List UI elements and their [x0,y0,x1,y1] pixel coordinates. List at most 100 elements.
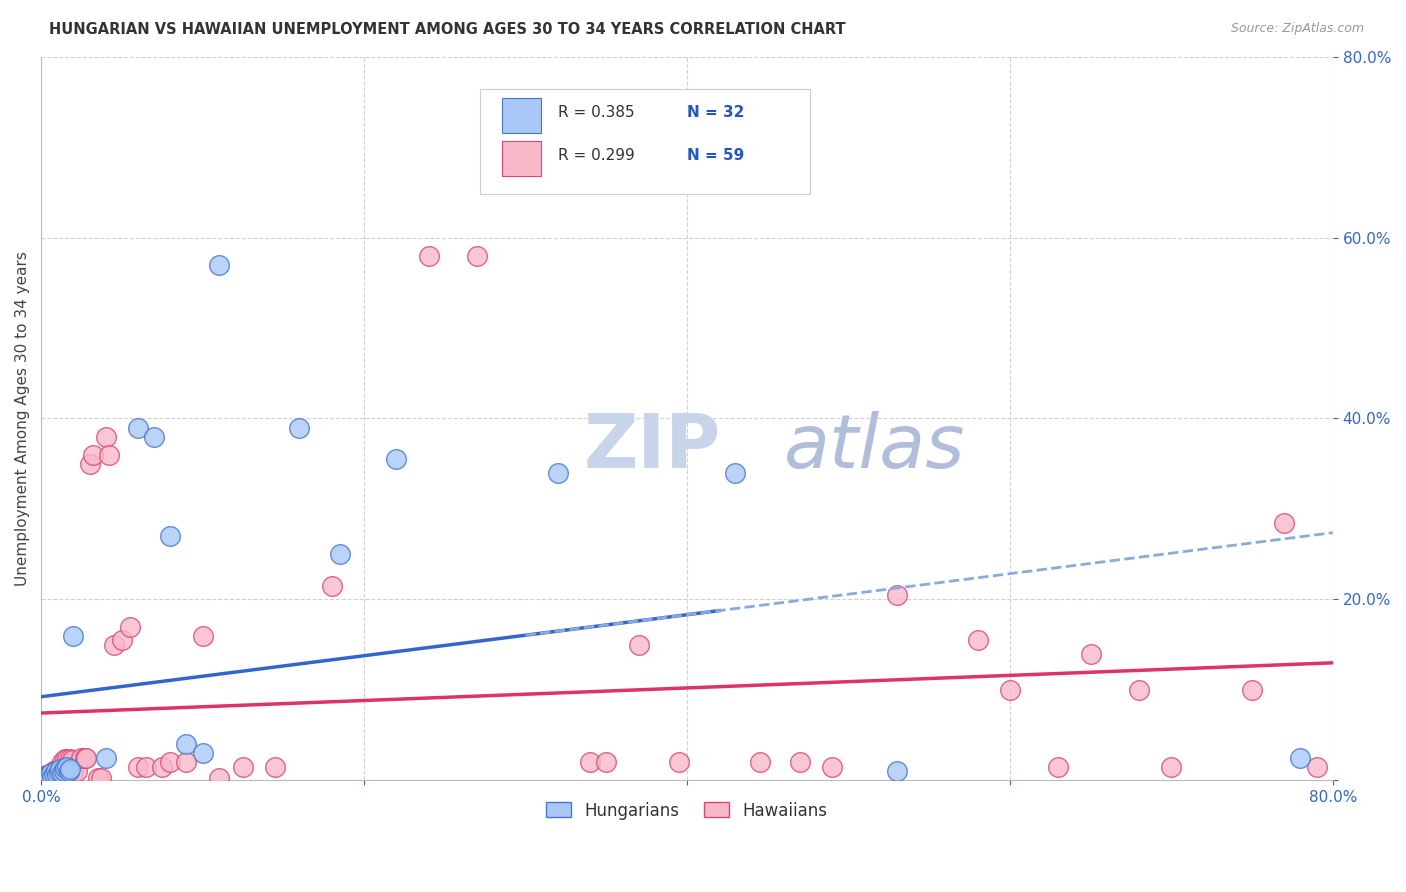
Point [103,638,125,652]
Point [56,751,79,765]
Point [52,760,75,774]
Point [45,764,67,779]
Point [579,755,602,769]
Point [58,764,80,779]
Point [1241,682,1264,697]
Point [48,770,70,784]
Point [288,420,311,434]
Point [627,638,650,652]
Point [51,755,73,769]
Point [385,452,408,467]
Point [53,752,76,766]
Y-axis label: Unemployment Among Ages 30 to 34 years: Unemployment Among Ages 30 to 34 years [15,251,30,586]
Point [1128,682,1150,697]
Point [46,768,69,782]
Point [97,448,120,462]
Point [176,755,198,769]
Point [886,588,908,602]
Point [94,750,117,764]
Point [66,764,89,779]
Point [127,420,149,434]
Point [127,760,149,774]
Point [1289,750,1312,764]
Point [118,619,141,633]
Point [41,770,63,784]
Point [49,765,72,780]
Point [176,737,198,751]
Point [1047,760,1070,774]
Point [52,764,75,779]
Text: R = 0.299: R = 0.299 [558,148,634,163]
Point [321,579,343,593]
Point [1160,760,1182,774]
Point [35,768,58,782]
Point [70,750,93,764]
Text: Source: ZipAtlas.com: Source: ZipAtlas.com [1230,22,1364,36]
FancyBboxPatch shape [502,141,541,176]
Point [51,766,73,780]
Point [329,547,352,561]
Point [821,760,844,774]
Point [59,751,82,765]
Point [34,771,56,785]
Point [49,763,72,777]
Point [1305,760,1327,774]
Point [62,629,84,643]
Point [45,767,67,781]
Point [789,755,811,769]
Point [46,763,69,777]
Point [48,765,70,780]
Point [547,466,569,480]
Point [191,746,214,760]
Text: N = 32: N = 32 [688,105,744,120]
Point [62,766,84,780]
Text: atlas: atlas [783,411,965,483]
Point [53,761,76,775]
Point [90,771,112,785]
FancyBboxPatch shape [481,89,810,194]
Point [150,760,173,774]
Point [73,750,96,764]
Point [748,755,770,769]
Point [418,249,440,263]
Point [208,771,231,785]
Point [42,764,65,779]
Legend: Hungarians, Hawaiians: Hungarians, Hawaiians [540,795,834,826]
Point [39,766,62,780]
Point [94,429,117,443]
Point [59,762,82,776]
Point [143,429,166,443]
Point [56,760,79,774]
Point [38,769,60,783]
Point [75,750,97,764]
Text: HUNGARIAN VS HAWAIIAN UNEMPLOYMENT AMONG AGES 30 TO 34 YEARS CORRELATION CHART: HUNGARIAN VS HAWAIIAN UNEMPLOYMENT AMONG… [49,22,846,37]
Point [42,767,65,781]
Point [465,249,488,263]
Point [60,753,83,767]
Point [82,448,104,462]
Point [1272,516,1295,530]
Point [191,629,214,643]
Point [886,764,908,779]
Point [966,633,988,648]
Point [58,766,80,780]
Text: R = 0.385: R = 0.385 [558,105,634,120]
Point [159,529,181,543]
Point [998,682,1021,697]
Text: ZIP: ZIP [583,411,721,484]
Point [264,760,287,774]
Point [668,755,690,769]
Point [79,457,101,471]
Point [724,466,747,480]
Point [1080,647,1102,661]
Point [38,768,60,782]
FancyBboxPatch shape [502,98,541,133]
Point [39,766,62,780]
Point [111,633,134,648]
Point [41,771,63,785]
Point [35,769,58,783]
Point [232,760,254,774]
Point [208,258,231,272]
Point [595,755,617,769]
Point [37,770,59,784]
